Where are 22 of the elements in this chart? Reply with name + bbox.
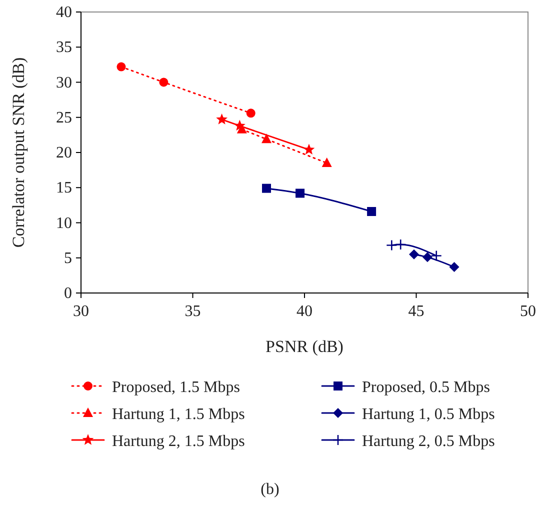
x-tick-label: 40 [296,303,312,320]
y-tick-label: 5 [64,250,72,267]
y-tick-label: 40 [56,4,72,21]
y-axis-title: Correlator output SNR (dB) [9,57,28,248]
legend-label: Hartung 2, 0.5 Mbps [362,433,495,450]
x-axis-title: PSNR (dB) [266,337,344,356]
y-tick-label: 35 [56,39,72,56]
legend-label: Proposed, 0.5 Mbps [362,379,490,396]
y-tick-label: 25 [56,109,72,126]
legend-label: Hartung 1, 1.5 Mbps [112,406,245,423]
legend-label: Hartung 1, 0.5 Mbps [362,406,495,423]
y-tick-label: 0 [64,285,72,302]
y-tick-label: 10 [56,214,72,232]
x-tick-label: 50 [520,303,536,320]
x-tick-label: 35 [184,303,201,320]
y-tick-label: 20 [56,144,72,162]
y-tick-label: 30 [56,74,72,92]
legend-label: Proposed, 1.5 Mbps [112,379,240,396]
text: (b) [260,481,280,498]
y-tick-label: 15 [56,180,72,197]
legend-label: Hartung 2, 1.5 Mbps [112,433,245,450]
x-tick-label: 45 [408,303,424,320]
